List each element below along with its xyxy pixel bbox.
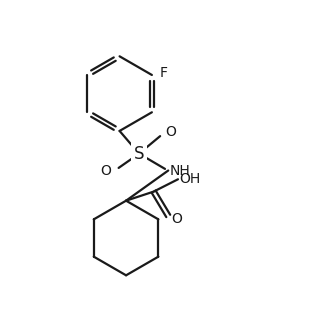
Text: F: F [160, 66, 168, 80]
Text: OH: OH [180, 172, 201, 186]
Text: O: O [165, 125, 176, 139]
Text: O: O [171, 212, 182, 226]
Text: NH: NH [170, 164, 191, 178]
Text: O: O [100, 164, 111, 178]
Text: S: S [134, 145, 144, 163]
